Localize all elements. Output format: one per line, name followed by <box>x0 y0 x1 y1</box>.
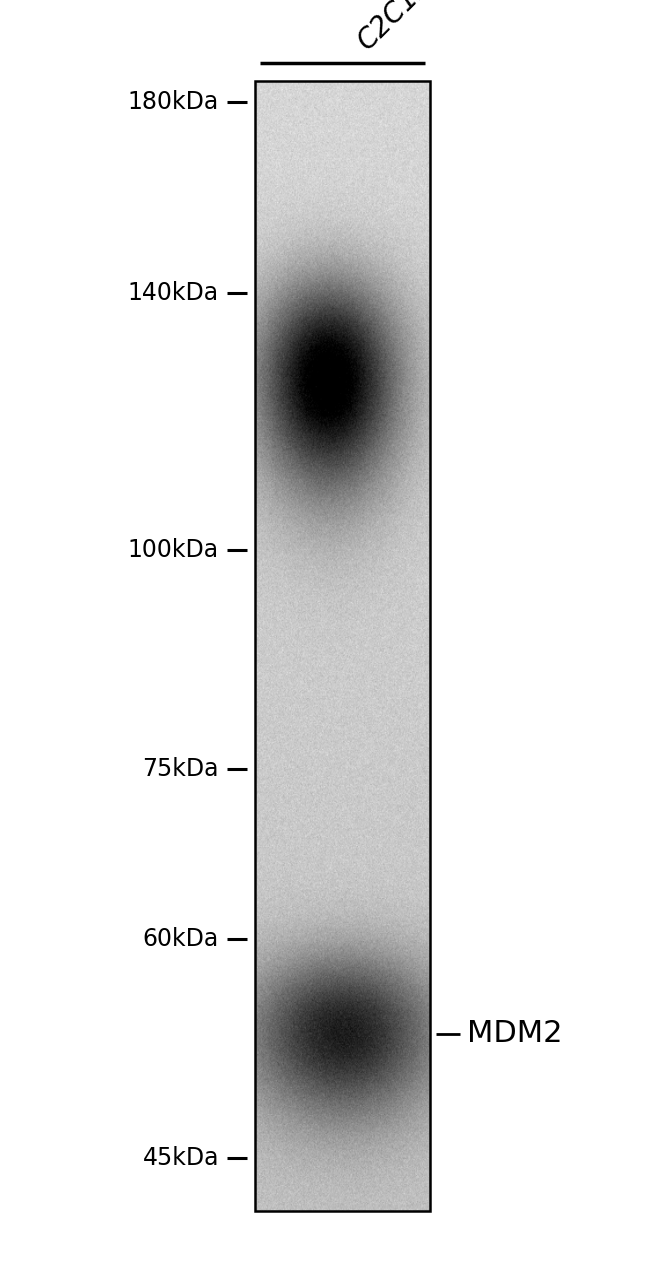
Text: MDM2: MDM2 <box>467 1019 562 1049</box>
Text: 45kDa: 45kDa <box>142 1146 219 1171</box>
Text: 140kDa: 140kDa <box>128 281 219 305</box>
Bar <box>255 81 430 1211</box>
Text: 180kDa: 180kDa <box>128 90 219 114</box>
Text: C2C12: C2C12 <box>352 0 437 55</box>
Text: 60kDa: 60kDa <box>143 927 219 951</box>
Text: 100kDa: 100kDa <box>128 538 219 562</box>
Text: 75kDa: 75kDa <box>142 758 219 782</box>
